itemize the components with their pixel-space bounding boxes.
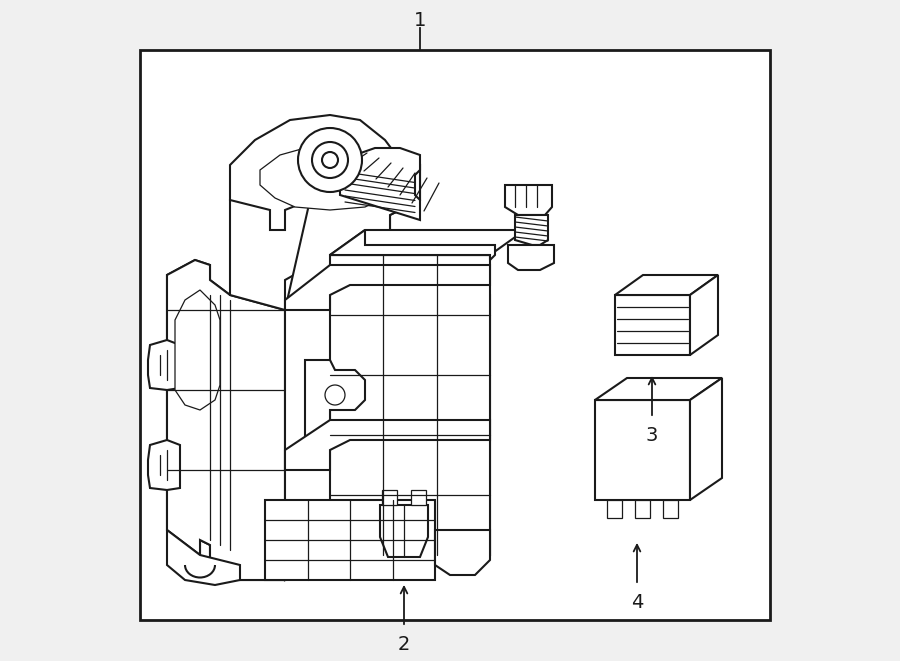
Bar (635, 500, 650, 518)
Circle shape (322, 152, 338, 168)
Circle shape (325, 385, 345, 405)
Bar (330, 255, 490, 555)
Bar (607, 500, 622, 518)
Bar (595, 400, 690, 500)
Polygon shape (230, 115, 405, 230)
Polygon shape (615, 275, 718, 295)
Polygon shape (148, 340, 180, 390)
Polygon shape (230, 165, 420, 310)
Polygon shape (285, 420, 490, 470)
Circle shape (298, 128, 362, 192)
Polygon shape (330, 230, 525, 255)
Polygon shape (340, 148, 420, 220)
Polygon shape (285, 165, 490, 580)
Polygon shape (167, 260, 285, 580)
Bar (615, 295, 690, 355)
Polygon shape (175, 290, 220, 410)
Polygon shape (515, 215, 548, 245)
Bar (382, 490, 397, 505)
Bar (411, 490, 426, 505)
Text: 3: 3 (646, 426, 658, 445)
Polygon shape (505, 185, 552, 215)
Polygon shape (305, 360, 365, 440)
Text: 1: 1 (414, 11, 427, 30)
Polygon shape (508, 245, 554, 270)
Polygon shape (690, 275, 718, 355)
Polygon shape (595, 378, 722, 400)
Bar (140, 50, 770, 620)
Polygon shape (167, 260, 285, 580)
Polygon shape (380, 505, 428, 557)
Polygon shape (435, 530, 490, 575)
Polygon shape (167, 530, 240, 585)
Bar (265, 500, 435, 580)
Text: 4: 4 (631, 593, 644, 612)
Polygon shape (285, 265, 490, 310)
Polygon shape (330, 230, 495, 260)
Polygon shape (148, 440, 180, 490)
Polygon shape (260, 148, 385, 210)
Bar (663, 500, 678, 518)
Polygon shape (690, 378, 722, 500)
Text: 2: 2 (398, 635, 410, 654)
Circle shape (312, 142, 348, 178)
